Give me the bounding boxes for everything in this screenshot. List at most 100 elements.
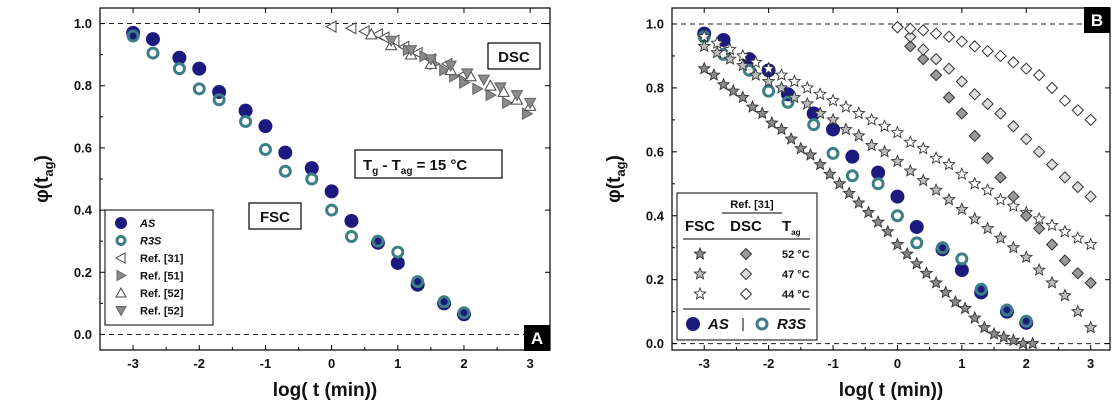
data-point [955, 167, 969, 181]
data-point [891, 20, 904, 34]
data-point [826, 93, 840, 107]
data-point [1007, 120, 1020, 133]
data-point [851, 106, 866, 120]
legend-as-marker [686, 317, 700, 331]
data-point [942, 157, 956, 171]
data-point [955, 35, 969, 48]
legend-entry: R3S [115, 235, 162, 248]
data-point [977, 320, 992, 334]
x-tick-label: -3 [127, 356, 139, 371]
data-point [1032, 222, 1046, 235]
data-point [523, 97, 537, 110]
panel-letter-text: A [531, 329, 543, 348]
legend-entry: Ref. [52] [115, 286, 184, 300]
data-point [485, 88, 497, 102]
data-point [877, 144, 892, 158]
data-point [916, 24, 930, 37]
data-point [929, 151, 943, 165]
data-point [697, 39, 712, 53]
annotation-dsc-text: DSC [498, 49, 530, 66]
data-point [784, 131, 798, 145]
data-point [954, 263, 969, 278]
data-point [794, 141, 808, 155]
data-point [993, 192, 1008, 206]
data-point [1058, 94, 1072, 107]
legend-r3s-marker [755, 317, 769, 331]
data-point [1020, 62, 1033, 75]
data-point [967, 176, 982, 190]
legend: AS R3S Ref. [31] Ref. [51] Ref. [52] Ref. [52… [104, 209, 214, 326]
data-point [1070, 230, 1085, 244]
data-point [864, 112, 879, 126]
y-tick-label: 0.4 [646, 208, 665, 223]
x-tick-label: 0 [328, 356, 335, 371]
series-diamond-light [891, 20, 1097, 203]
legend-row: 52 °C [693, 246, 810, 261]
data-point [1083, 237, 1098, 251]
data-point [126, 25, 141, 40]
legend-marker [115, 217, 127, 229]
data-point [762, 84, 776, 98]
y-tick-label: 1.0 [74, 16, 92, 31]
data-point [172, 62, 186, 76]
data-point [974, 282, 988, 296]
data-point [910, 236, 924, 250]
series-star-gray [697, 61, 1040, 350]
data-point [890, 154, 905, 168]
legend-star-marker [693, 286, 707, 300]
legend-marker [115, 286, 127, 298]
legend-as-label: AS [707, 316, 729, 333]
x-tick-label: 2 [460, 356, 467, 371]
data-point [994, 49, 1007, 63]
legend-star-marker [693, 246, 707, 260]
data-point [258, 142, 272, 156]
plot-frame [671, 7, 1111, 351]
legend-row-label: 44 °C [782, 289, 810, 301]
data-point [371, 234, 385, 248]
data-point [212, 93, 226, 107]
legend-row: 44 °C [693, 286, 810, 301]
data-point [1006, 333, 1021, 347]
data-point [126, 29, 140, 43]
data-point [1007, 190, 1020, 203]
data-point [968, 88, 981, 101]
data-point [723, 42, 737, 56]
data-point [942, 91, 956, 104]
data-point [813, 106, 827, 120]
legend-label: Ref. [31] [140, 253, 184, 265]
data-point [929, 275, 943, 289]
y-tick-label: 0.8 [646, 80, 664, 95]
y-tick-label: 0.4 [74, 203, 93, 218]
data-point [146, 46, 160, 60]
data-point [502, 96, 514, 110]
data-point [822, 167, 837, 181]
series-circle-filled [126, 25, 471, 322]
data-point [723, 51, 737, 65]
data-point [1045, 275, 1059, 289]
data-point [736, 58, 750, 72]
annotation-fsc: FSC [248, 202, 302, 230]
data-point [761, 61, 776, 75]
data-point [851, 195, 866, 209]
data-point [1058, 171, 1072, 184]
data-point [1071, 104, 1085, 117]
y-tick-label: 0.2 [646, 272, 664, 287]
data-point [890, 237, 905, 251]
data-point [904, 30, 917, 43]
series-triangle-right-gray [402, 43, 534, 121]
data-point [864, 138, 879, 152]
data-point [1020, 209, 1033, 222]
data-point [919, 266, 934, 280]
data-point [781, 95, 795, 109]
data-point [1045, 158, 1059, 171]
data-point [1032, 211, 1046, 225]
data-point [803, 147, 818, 161]
x-tick-label: 0 [894, 356, 901, 371]
data-point [710, 35, 724, 49]
legend-marker [114, 252, 126, 264]
data-point [459, 76, 471, 89]
data-point [832, 176, 847, 190]
data-point [880, 224, 895, 238]
data-point [955, 202, 969, 216]
data-point [929, 52, 943, 66]
